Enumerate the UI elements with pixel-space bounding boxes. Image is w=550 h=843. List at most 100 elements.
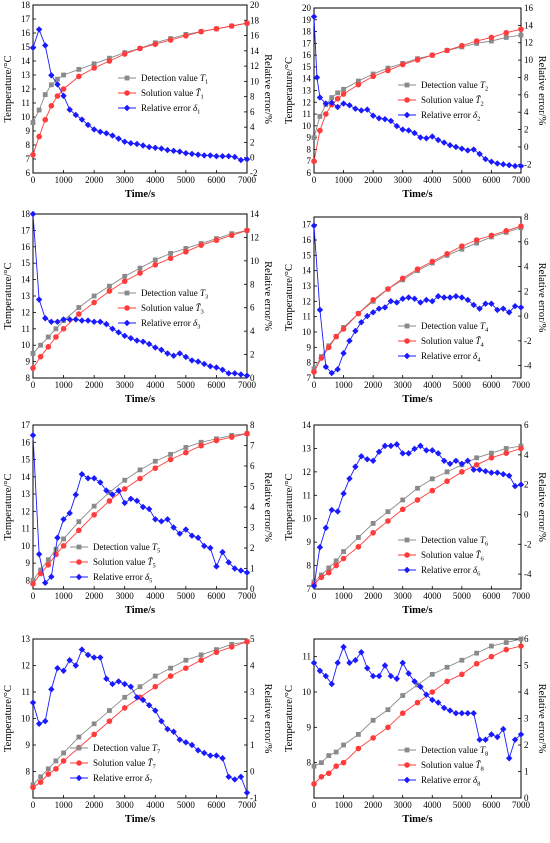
data-point [369, 672, 377, 680]
data-point [91, 299, 97, 306]
y-tick-label: 17 [302, 220, 312, 230]
series-square [311, 636, 524, 769]
y2-tick-label: 12 [524, 38, 533, 48]
x-tick-label: 1000 [335, 591, 354, 601]
data-point [370, 735, 376, 741]
y-tick-label: 14 [302, 74, 312, 84]
data-point [201, 542, 208, 550]
data-point [476, 736, 483, 743]
data-point [164, 350, 171, 357]
y-tick-label: 9 [307, 537, 312, 547]
data-point [470, 146, 477, 153]
x-tick-label: 4000 [423, 175, 442, 185]
data-point [127, 334, 135, 342]
series-diamond [310, 222, 525, 377]
data-point [36, 107, 42, 113]
y2-tick-label: 2 [250, 137, 255, 147]
legend-marker [75, 774, 83, 782]
data-point [355, 732, 361, 737]
legend-marker [76, 760, 82, 766]
y-tick-label: 7 [26, 154, 31, 164]
y2-axis-title: Relative error/% [536, 472, 547, 542]
data-point [452, 457, 460, 464]
x-tick-label: 1000 [55, 175, 74, 185]
y2-tick-label: 6 [250, 107, 255, 117]
data-point [168, 451, 173, 457]
x-tick-label: 6000 [207, 380, 226, 390]
data-point [500, 725, 507, 733]
x-tick-label: 2000 [85, 175, 104, 185]
data-point [183, 449, 189, 456]
x-tick-label: 7000 [238, 800, 257, 810]
data-point [399, 710, 406, 716]
data-point [370, 717, 376, 723]
y-tick-label: 11 [302, 490, 311, 500]
data-point [30, 152, 36, 158]
data-point [207, 752, 214, 759]
data-point [488, 455, 495, 461]
data-point [517, 731, 525, 738]
data-point [399, 275, 406, 282]
y-tick-label: 16 [21, 437, 31, 447]
data-point [369, 112, 377, 119]
data-point [237, 567, 245, 574]
data-point [213, 649, 220, 656]
x-tick-label: 7000 [512, 800, 531, 810]
data-point [121, 332, 128, 340]
data-point [511, 482, 519, 490]
data-point [503, 640, 509, 645]
data-point [369, 309, 377, 316]
y-tick-label: 17 [21, 420, 31, 430]
legend-marker [403, 566, 411, 574]
data-point [115, 135, 122, 142]
data-point [414, 57, 421, 63]
y-tick-label: 13 [21, 291, 31, 301]
data-point [393, 299, 400, 306]
chart-panel-7: 0 1000 2000 3000 4000 5000 6000 70008910111213-… [3, 634, 273, 825]
data-point [219, 548, 226, 556]
legend-label-diamond: Relative error δ1 [141, 103, 200, 116]
data-point [473, 660, 480, 667]
data-point [48, 686, 55, 693]
x-tick-label: 0 [31, 591, 36, 601]
y2-tick-label: 12 [250, 232, 259, 242]
y-tick-label: 15 [21, 455, 31, 465]
data-point [60, 667, 67, 674]
series-circle [30, 430, 250, 587]
data-point [393, 122, 400, 130]
data-point [97, 479, 104, 486]
series-circle [311, 223, 524, 375]
data-point [97, 318, 104, 325]
data-point [423, 691, 430, 698]
data-point [170, 524, 177, 531]
data-point [470, 710, 477, 717]
data-point [340, 91, 347, 97]
data-point [482, 155, 489, 163]
legend-marker [124, 290, 130, 296]
legend-label-square: Detection value T5 [93, 542, 160, 555]
x-tick-label: 4000 [423, 380, 442, 390]
x-tick-label: 0 [312, 591, 317, 601]
x-tick-label: 7000 [238, 380, 257, 390]
data-point [340, 759, 347, 766]
y-tick-label: 13 [302, 281, 312, 291]
y-tick-label: 9 [26, 740, 31, 750]
y2-tick-label: 8 [250, 279, 255, 289]
data-point [385, 286, 391, 292]
y2-axis-title: Relative error/% [262, 684, 273, 754]
data-point [121, 705, 128, 711]
data-point [66, 657, 73, 664]
data-point [152, 516, 159, 523]
y-axis-title: Temperature/°C [284, 57, 295, 124]
data-point [29, 44, 37, 51]
data-point [370, 73, 376, 80]
y-tick-label: 9 [307, 342, 312, 352]
y-axis-title: Temperature/°C [3, 262, 14, 329]
x-tick-label: 2000 [364, 800, 383, 810]
data-point [29, 699, 37, 706]
data-point [333, 749, 339, 755]
data-point [225, 153, 232, 160]
data-point [440, 704, 448, 712]
x-tick-label: 0 [31, 175, 36, 185]
y-tick-label: 10 [21, 541, 31, 551]
